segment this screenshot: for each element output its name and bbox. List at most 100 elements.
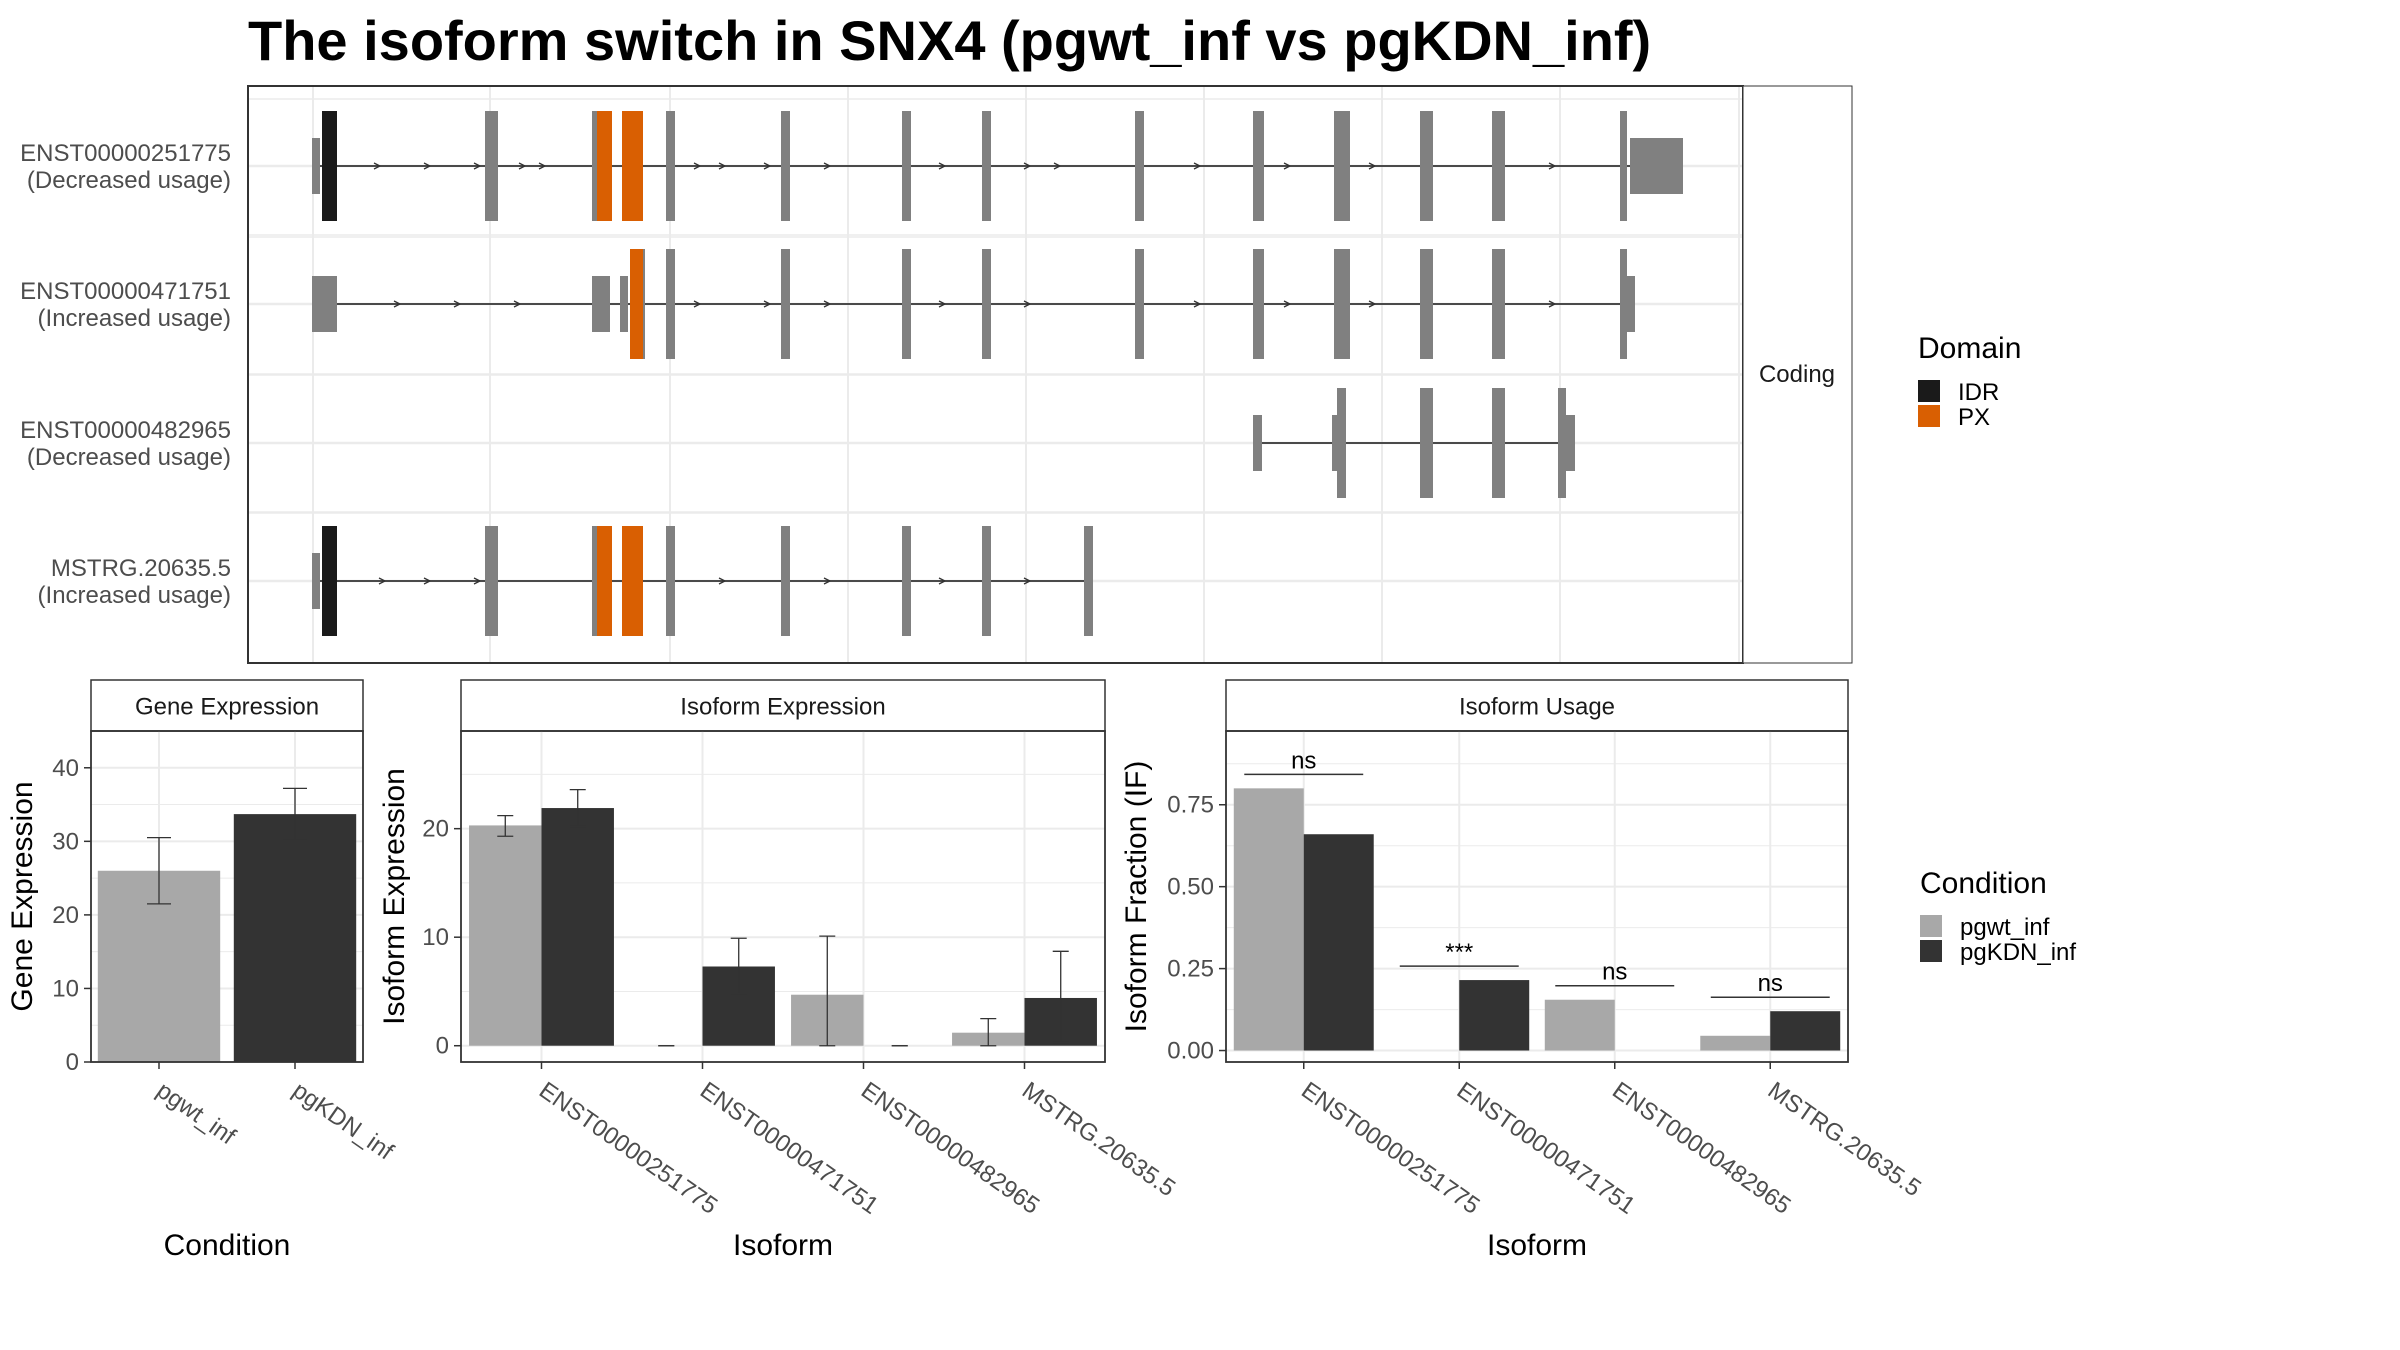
- coding-exon: [781, 249, 790, 359]
- coding-exon: [666, 249, 675, 359]
- direction-arrow: [823, 300, 832, 308]
- direction-arrow: [693, 162, 702, 170]
- x-tick-label: MSTRG.20635.5: [1017, 1077, 1180, 1202]
- direction-arrow: [1368, 162, 1377, 170]
- direction-arrow: [763, 300, 772, 308]
- direction-arrow: [938, 577, 947, 585]
- coding-exon: [485, 111, 498, 221]
- y-tick-label: 10: [422, 924, 449, 951]
- coding-exon: [1135, 111, 1144, 221]
- x-axis-title: Isoform: [733, 1229, 833, 1262]
- direction-arrow: [373, 162, 382, 170]
- coding-exon: [1337, 388, 1346, 498]
- direction-arrow: [823, 577, 832, 585]
- coding-exon: [1492, 111, 1505, 221]
- transcript-usage-label: (Decreased usage): [27, 167, 231, 194]
- idr-domain: [322, 111, 337, 221]
- utr-exon: [312, 276, 337, 332]
- y-tick-label: 30: [52, 828, 79, 855]
- coding-exon: [1492, 249, 1505, 359]
- coding-exon: [1558, 388, 1566, 498]
- coding-exon: [485, 526, 498, 636]
- y-axis-title: Gene Expression: [6, 781, 39, 1011]
- legend-key: [1918, 380, 1940, 402]
- x-tick-label: pgKDN_inf: [288, 1077, 399, 1166]
- transcript-usage-label: (Decreased usage): [27, 444, 231, 471]
- utr-exon: [1630, 138, 1683, 194]
- plot-border: [90, 730, 364, 1063]
- y-tick-label: 0.25: [1167, 956, 1214, 983]
- direction-arrow: [538, 162, 547, 170]
- facet-strip-label: Isoform Expression: [680, 694, 885, 721]
- significance-label: ns: [1291, 747, 1316, 774]
- coding-exon: [781, 111, 790, 221]
- coding-exon: [1135, 249, 1144, 359]
- coding-exon: [1420, 111, 1433, 221]
- px-domain: [622, 111, 643, 221]
- bar: [1459, 980, 1530, 1051]
- direction-arrow: [1023, 162, 1032, 170]
- coding-exon: [1334, 111, 1350, 221]
- y-tick-label: 0: [66, 1049, 79, 1076]
- coding-exon: [1253, 249, 1264, 359]
- x-axis-title: Isoform: [1487, 1229, 1587, 1262]
- y-axis-title: Isoform Expression: [378, 768, 411, 1025]
- direction-arrow: [393, 300, 402, 308]
- coding-exon: [1420, 388, 1433, 498]
- px-domain: [622, 526, 643, 636]
- x-tick-label: ENST00000482965: [856, 1077, 1044, 1220]
- coding-exon: [902, 526, 911, 636]
- direction-arrow: [823, 162, 832, 170]
- coding-exon: [1492, 388, 1505, 498]
- x-tick-label: pgwt_inf: [152, 1077, 241, 1151]
- bar: [469, 825, 542, 1046]
- bar: [1233, 788, 1304, 1051]
- y-tick-label: 10: [52, 975, 79, 1002]
- direction-arrow: [763, 162, 772, 170]
- coding-exon: [982, 249, 991, 359]
- coding-exon: [1620, 111, 1627, 221]
- direction-arrow: [473, 577, 482, 585]
- gene-expression-panel: Gene Expression 0 10 20 30 40 pgwt_inf pgKDN_in…: [6, 679, 399, 1262]
- direction-arrow: [1023, 300, 1032, 308]
- y-axis-title: Isoform Fraction (IF): [1120, 761, 1153, 1033]
- bar: [1770, 1011, 1841, 1051]
- significance-label: ***: [1445, 939, 1473, 966]
- y-tick-label: 0.00: [1167, 1038, 1214, 1065]
- coding-exon: [902, 249, 911, 359]
- y-tick-label: 40: [52, 755, 79, 782]
- bar: [541, 808, 614, 1046]
- direction-arrow: [1283, 300, 1292, 308]
- x-tick-label: MSTRG.20635.5: [1763, 1077, 1926, 1202]
- coding-exon: [666, 526, 675, 636]
- transcript-usage-label: (Increased usage): [38, 305, 231, 332]
- coding-exon: [1420, 249, 1433, 359]
- coding-exon: [902, 111, 911, 221]
- legend-key: [1918, 405, 1940, 427]
- y-tick-label: 0.75: [1167, 792, 1214, 819]
- legend-label: pgwt_inf: [1960, 914, 2050, 941]
- direction-arrow: [1193, 300, 1202, 308]
- utr-exon: [1332, 415, 1338, 471]
- x-tick-label: ENST00000251775: [534, 1077, 722, 1220]
- legend-title: Domain: [1918, 332, 2021, 365]
- coding-exon: [666, 111, 675, 221]
- px-domain: [597, 111, 612, 221]
- direction-arrow: [453, 300, 462, 308]
- transcript-label: ENST00000251775: [20, 140, 231, 167]
- coding-exon: [1334, 249, 1350, 359]
- coding-exon: [592, 526, 601, 636]
- page-title: The isoform switch in SNX4 (pgwt_inf vs …: [248, 9, 1652, 72]
- facet-strip-label: Isoform Usage: [1459, 694, 1615, 721]
- direction-arrow: [1053, 162, 1062, 170]
- utr-exon: [1565, 415, 1575, 471]
- direction-arrow: [518, 162, 527, 170]
- transcript-label: ENST00000482965: [20, 417, 231, 444]
- utr-exon: [312, 138, 320, 194]
- facet-strip: [90, 679, 364, 732]
- direction-arrow: [1548, 300, 1557, 308]
- direction-arrow: [938, 162, 947, 170]
- direction-arrow: [423, 577, 432, 585]
